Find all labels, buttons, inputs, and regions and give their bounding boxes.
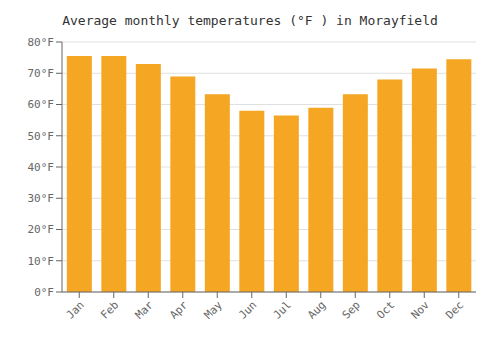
svg-text:Jan: Jan [64,298,87,321]
svg-text:Feb: Feb [98,298,121,321]
svg-text:50°F: 50°F [28,130,55,143]
svg-text:Apr: Apr [167,298,191,322]
svg-text:20°F: 20°F [28,223,55,236]
svg-text:May: May [202,298,226,322]
html-text:Average monthly temperatures (: Average monthly temperatures (°F ) in Mo… [62,13,438,28]
svg-text:Sep: Sep [340,298,363,321]
svg-text:80°F: 80°F [28,36,55,49]
svg-text:Nov: Nov [409,298,433,322]
svg-text:60°F: 60°F [28,98,55,111]
svg-text:0°F: 0°F [34,286,54,299]
svg-text:Aug: Aug [305,298,328,321]
svg-text:70°F: 70°F [28,67,55,80]
svg-text:Mar: Mar [133,298,157,322]
svg-text:10°F: 10°F [28,255,55,268]
svg-text:Dec: Dec [443,298,466,321]
svg-text:40°F: 40°F [28,161,55,174]
svg-text:Jun: Jun [236,298,259,321]
svg-text:30°F: 30°F [28,192,55,205]
svg-text:Jul: Jul [271,298,294,321]
svg-text:Oct: Oct [374,298,397,321]
